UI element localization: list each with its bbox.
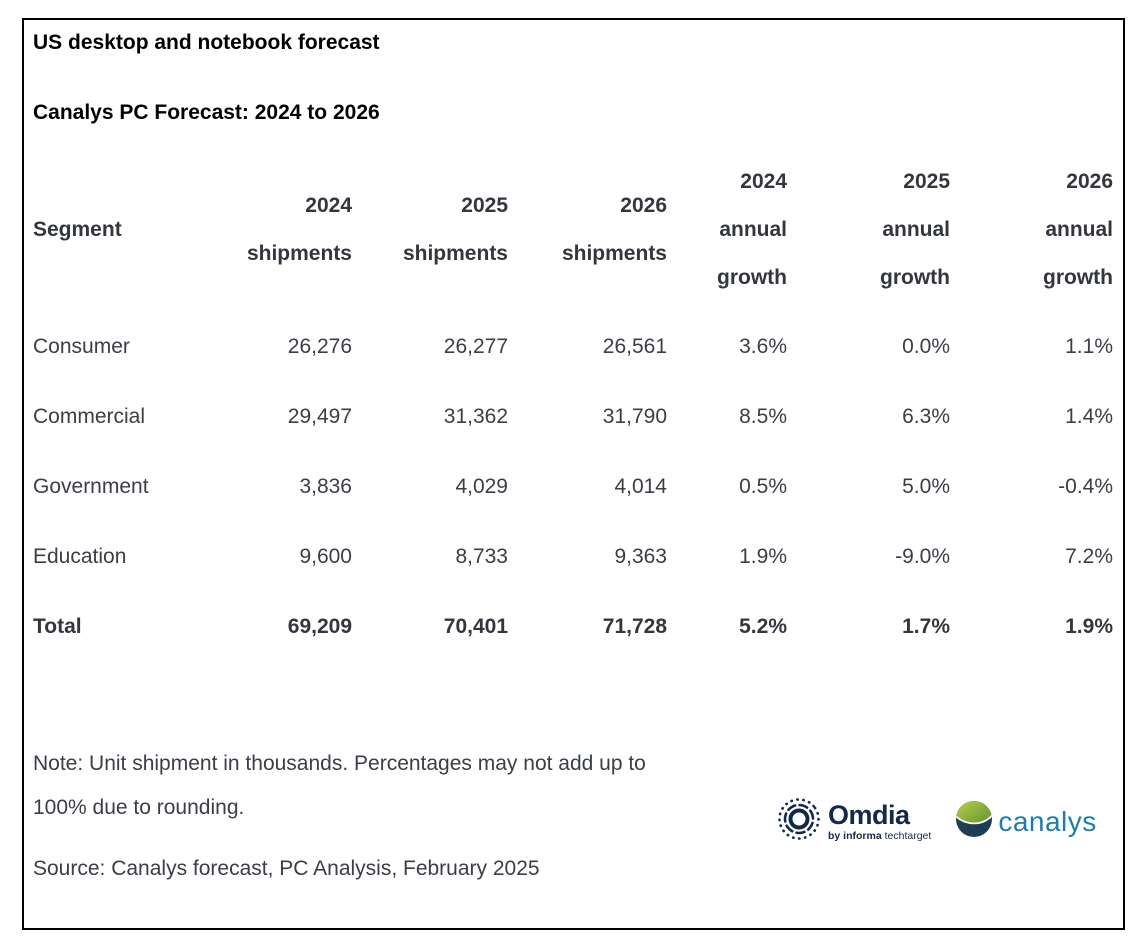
cell-2025-ship: 26,277 [443, 335, 508, 358]
header-2026-shipments: 2026 shipments [561, 194, 667, 265]
cell-2024-ship: 26,276 [287, 335, 352, 358]
footnote: Note: Unit shipment in thousands. Percen… [33, 752, 646, 819]
canalys-globe-icon [955, 800, 993, 843]
cell-2025-growth: -9.0% [895, 545, 950, 568]
omdia-wordmark: Omdia [828, 799, 910, 830]
cell-segment: Consumer [33, 335, 130, 358]
cell-2026-ship: 31,790 [602, 405, 667, 428]
cell-2024-ship: 3,836 [299, 475, 352, 498]
cell-2024-ship: 9,600 [299, 545, 352, 568]
table-row-government: Government 3,836 4,029 4,014 0.5% 5.0% -… [33, 452, 1113, 522]
cell-segment: Government [33, 475, 149, 498]
table-row-consumer: Consumer 26,276 26,277 26,561 3.6% 0.0% … [33, 312, 1113, 382]
cell-2026-growth: -0.4% [1058, 475, 1113, 498]
header-2024-annual-growth: 2024 annual growth [717, 170, 787, 289]
logo-strip: Omdia by informa techtarget [776, 796, 1097, 847]
omdia-logo: Omdia by informa techtarget [776, 796, 931, 847]
cell-2025-ship: 70,401 [443, 615, 508, 638]
cell-2024-ship: 69,209 [287, 615, 352, 638]
cell-2024-growth: 8.5% [739, 405, 787, 428]
header-2026-annual-growth: 2026 annual growth [1043, 170, 1113, 289]
cell-2025-ship: 4,029 [455, 475, 508, 498]
cell-2025-growth: 5.0% [902, 475, 950, 498]
cell-2024-growth: 5.2% [739, 615, 787, 638]
table-row-education: Education 9,600 8,733 9,363 1.9% -9.0% 7… [33, 522, 1113, 592]
cell-2026-growth: 1.1% [1065, 335, 1113, 358]
cell-2026-growth: 1.4% [1065, 405, 1113, 428]
table-row-total: Total 69,209 70,401 71,728 5.2% 1.7% 1.9… [33, 592, 1113, 662]
forecast-table-sheet: US desktop and notebook forecast Canalys… [22, 18, 1125, 930]
cell-2024-growth: 3.6% [739, 335, 787, 358]
canalys-logo: canalys [955, 800, 1096, 843]
cell-2025-growth: 0.0% [902, 335, 950, 358]
cell-2026-ship: 4,014 [614, 475, 667, 498]
cell-2025-growth: 6.3% [902, 405, 950, 428]
cell-2026-ship: 71,728 [602, 615, 667, 638]
cell-2025-ship: 31,362 [443, 405, 508, 428]
header-2025-shipments: 2025 shipments [402, 194, 508, 265]
cell-segment: Total [33, 615, 82, 638]
header-2025-annual-growth: 2025 annual growth [880, 170, 950, 289]
cell-2025-growth: 1.7% [902, 615, 950, 638]
table-row-commercial: Commercial 29,497 31,362 31,790 8.5% 6.3… [33, 382, 1113, 452]
cell-2026-ship: 9,363 [614, 545, 667, 568]
page-title: Canalys PC Forecast: 2024 to 2026 [33, 101, 380, 124]
cell-2024-growth: 1.9% [739, 545, 787, 568]
source-line: Source: Canalys forecast, PC Analysis, F… [33, 857, 540, 880]
omdia-tagline: by informa techtarget [828, 829, 932, 842]
cell-2024-growth: 0.5% [739, 475, 787, 498]
cell-segment: Commercial [33, 405, 146, 428]
header-segment: Segment [33, 218, 122, 241]
canalys-wordmark: canalys [998, 805, 1097, 837]
cell-2026-growth: 7.2% [1065, 545, 1113, 568]
table-header-row: Segment 2024 shipments 2025 shipments 20… [33, 160, 1113, 300]
cell-2026-ship: 26,561 [602, 335, 667, 358]
forecast-table: Segment 2024 shipments 2025 shipments 20… [33, 160, 1113, 662]
header-2024-shipments: 2024 shipments [246, 194, 352, 265]
page-subtitle: US desktop and notebook forecast [33, 31, 380, 54]
omdia-rings-icon [776, 796, 822, 847]
cell-2025-ship: 8,733 [455, 545, 508, 568]
cell-2026-growth: 1.9% [1065, 615, 1113, 638]
cell-segment: Education [33, 545, 127, 568]
cell-2024-ship: 29,497 [287, 405, 352, 428]
